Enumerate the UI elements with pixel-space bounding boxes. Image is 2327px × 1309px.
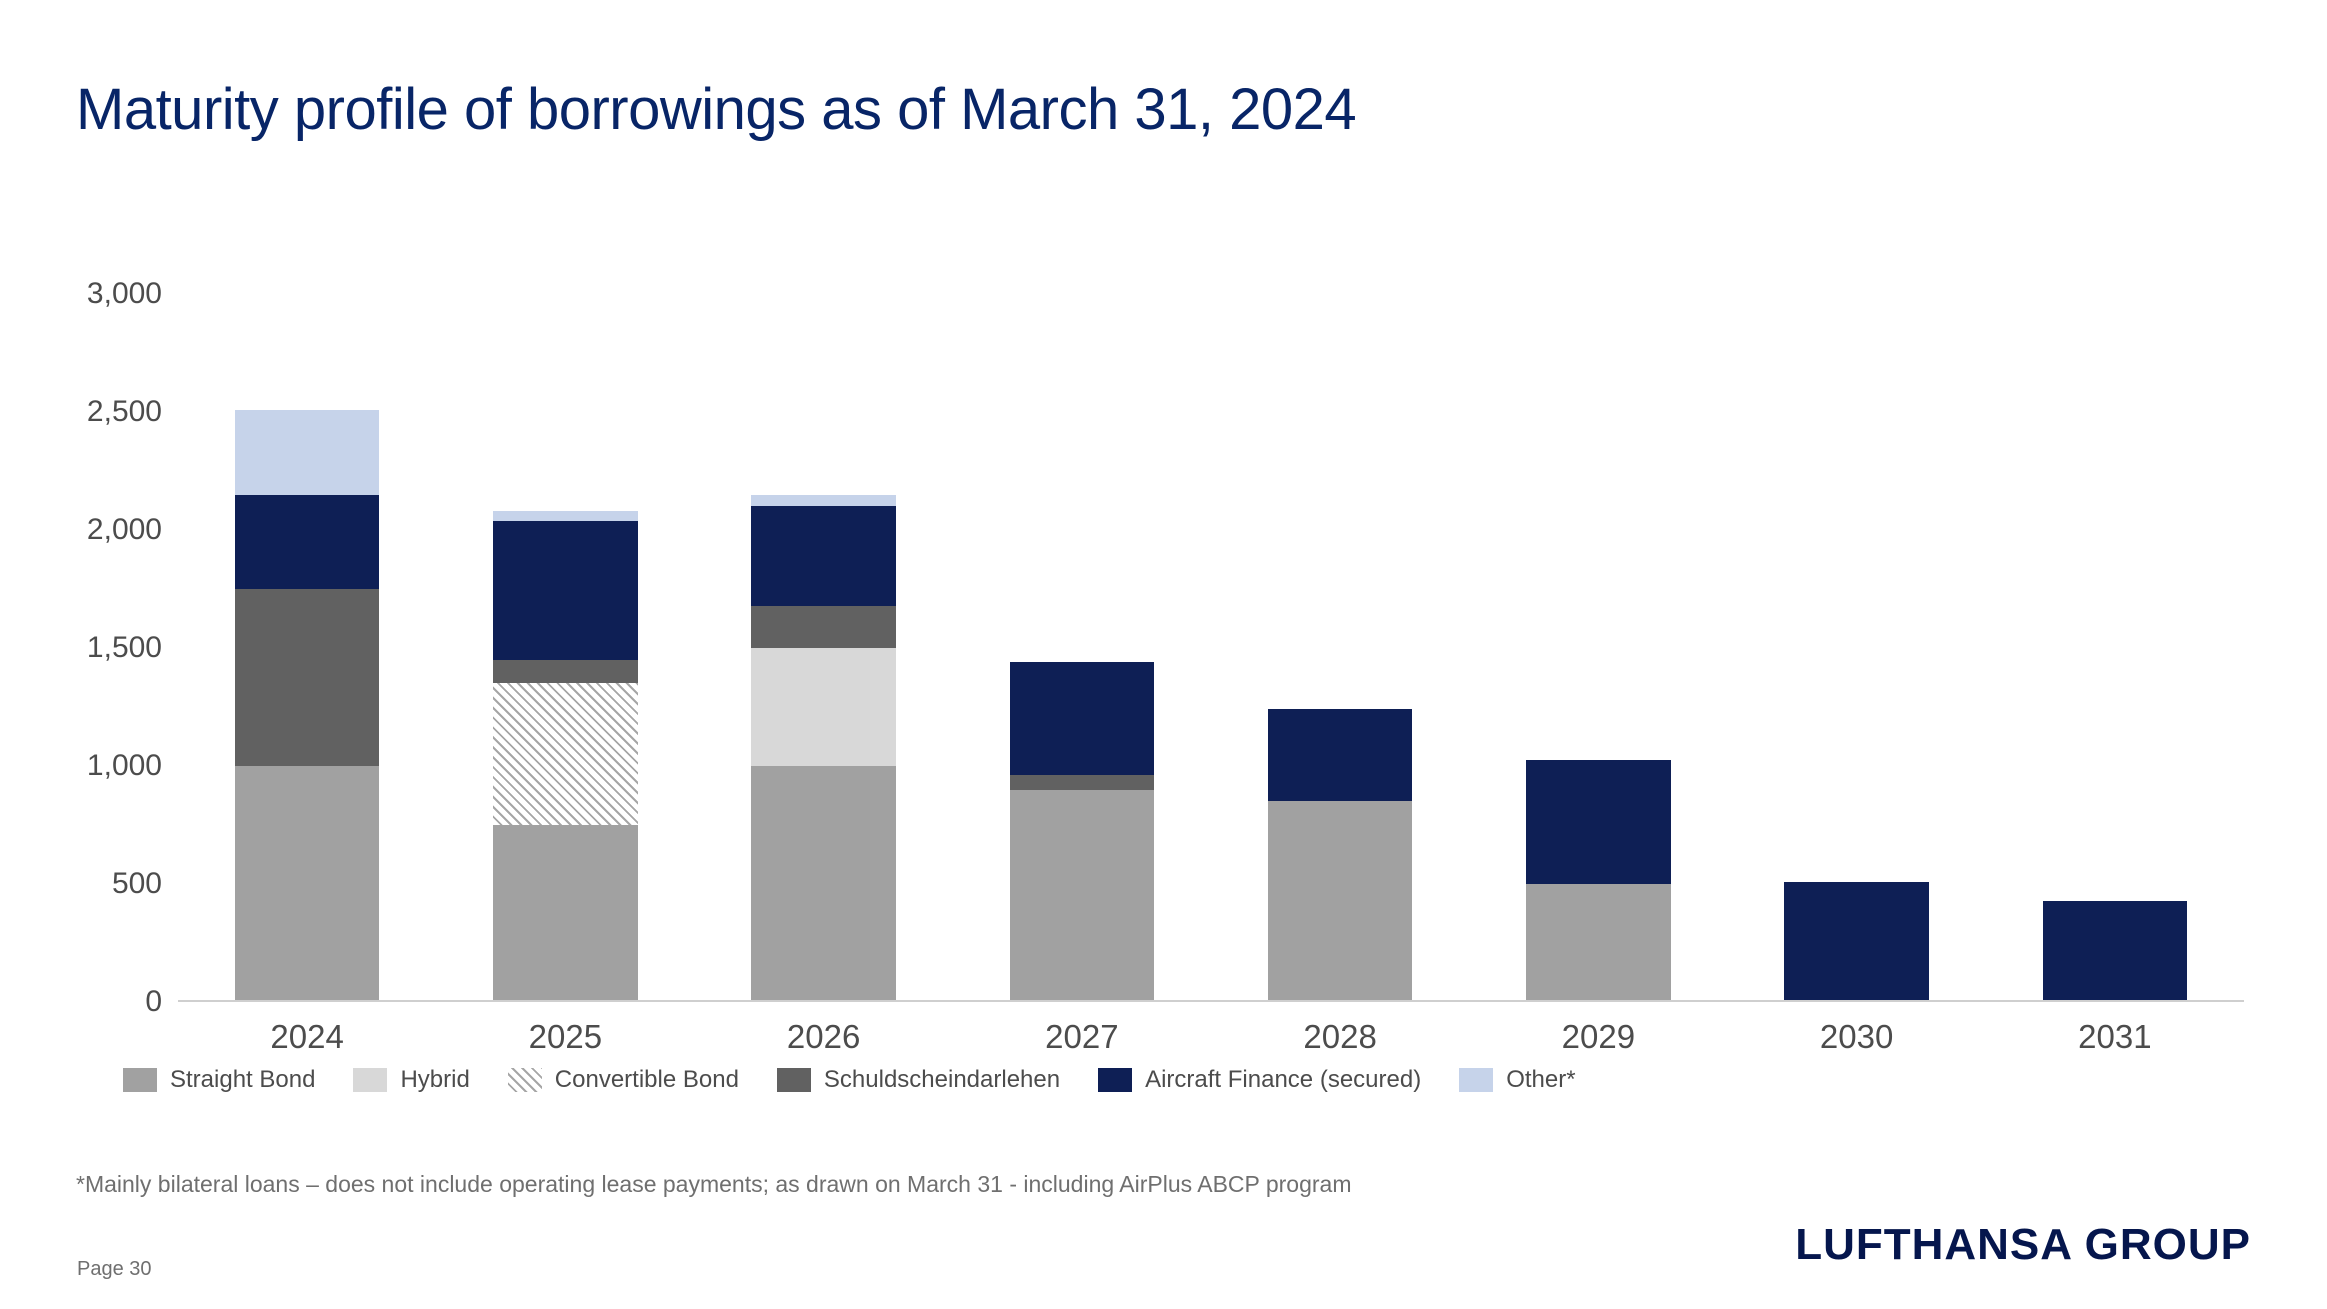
legend-swatch-other [1459, 1068, 1494, 1092]
segment-aircraft-finance-secured [1526, 760, 1671, 884]
legend-item-schuldscheindarlehen: Schuldscheindarlehen [776, 1066, 1061, 1094]
bar-column-2029 [1469, 294, 1727, 1002]
segment-aircraft-finance-secured [493, 520, 638, 660]
x-tick-label: 2027 [1045, 1018, 1119, 1055]
segment-schuldscheindarlehen [234, 589, 380, 766]
segment-other [493, 511, 638, 521]
stacked-bar-2031 [2042, 900, 2188, 1002]
legend-swatch-straight-bond [123, 1068, 157, 1092]
y-tick-label: 500 [111, 867, 162, 900]
footnote: *Mainly bilateral loans – does not inclu… [76, 1171, 1352, 1197]
stacked-bar-2029 [1526, 760, 1671, 1002]
stacked-bar-2028 [1267, 709, 1413, 1002]
bar-column-2026 [695, 294, 953, 1002]
legend: Straight Bond Hybrid Convertible Bond Schul… [123, 1066, 1576, 1094]
segment-straight-bond [1267, 801, 1413, 1002]
bar-column-2028 [1211, 294, 1469, 1002]
segment-other [234, 409, 380, 495]
segment-hybrid [751, 648, 896, 766]
stacked-bar-2024 [234, 409, 380, 1002]
y-tick-label: 2,500 [86, 395, 162, 428]
y-tick-label: 1,500 [86, 631, 162, 664]
x-tick-label: 2025 [528, 1018, 603, 1055]
segment-aircraft-finance-secured [2042, 900, 2188, 1002]
lufthansa-group-logo: LUFTHANSA GROUP [1795, 1220, 2251, 1269]
legend-label: Hybrid [400, 1066, 470, 1093]
bar-column-2031 [1986, 294, 2244, 1002]
bar-column-2030 [1728, 294, 1986, 1002]
segment-aircraft-finance-secured [751, 506, 896, 606]
plot-area [178, 294, 2244, 1002]
legend-item-straight-bond: Straight Bond [123, 1066, 315, 1094]
stacked-bar-2025 [493, 511, 638, 1002]
legend-label: Convertible Bond [554, 1066, 739, 1093]
y-tick-label: 2,000 [86, 513, 162, 546]
page-number: Page 30 [77, 1258, 152, 1280]
segment-straight-bond [1009, 789, 1155, 1002]
x-tick-label: 2024 [270, 1018, 344, 1055]
legend-label: Other* [1506, 1066, 1576, 1093]
legend-swatch-schuldscheindarlehen [776, 1068, 811, 1092]
segment-straight-bond [1526, 884, 1671, 1002]
x-tick-label: 2030 [1819, 1018, 1894, 1055]
segment-schuldscheindarlehen [751, 605, 896, 648]
legend-item-hybrid: Hybrid [353, 1066, 470, 1094]
legend-label: Straight Bond [170, 1066, 316, 1093]
x-tick-label: 2026 [786, 1018, 861, 1055]
legend-label: Aircraft Finance (secured) [1145, 1066, 1422, 1093]
x-axis: 2024 2025 2026 2027 2028 2029 2030 2031 [178, 1018, 2244, 1056]
legend-item-aircraft-finance-secured: Aircraft Finance (secured) [1098, 1066, 1421, 1094]
segment-other [751, 494, 896, 507]
segment-schuldscheindarlehen [493, 659, 638, 684]
segment-straight-bond [751, 766, 896, 1002]
legend-item-other: Other* [1459, 1066, 1576, 1094]
legend-item-convertible-bond: Convertible Bond [507, 1066, 739, 1094]
segment-aircraft-finance-secured [234, 494, 380, 589]
bar-column-2024 [178, 294, 436, 1002]
x-tick-label: 2028 [1303, 1018, 1377, 1055]
bar-column-2025 [436, 294, 694, 1002]
segment-straight-bond [234, 766, 380, 1002]
segment-schuldscheindarlehen [1009, 775, 1155, 790]
x-axis-line [178, 1000, 2244, 1002]
legend-swatch-aircraft-finance-secured [1098, 1068, 1133, 1092]
legend-swatch-hybrid [353, 1068, 388, 1092]
legend-swatch-convertible-bond [507, 1068, 542, 1092]
segment-aircraft-finance-secured [1267, 709, 1413, 802]
page-title: Maturity profile of borrowings as of Mar… [76, 77, 1357, 142]
segment-straight-bond [493, 825, 638, 1002]
x-tick-label: 2031 [2078, 1018, 2152, 1055]
x-tick-label: 2029 [1561, 1018, 1636, 1055]
legend-label: Schuldscheindarlehen [823, 1066, 1061, 1093]
segment-aircraft-finance-secured [1009, 662, 1155, 776]
bar-column-2027 [953, 294, 1211, 1002]
y-tick-label: 3,000 [86, 277, 162, 310]
y-tick-label: 1,000 [86, 749, 162, 782]
stacked-bar-2030 [1784, 881, 1929, 1002]
segment-aircraft-finance-secured [1784, 881, 1929, 1002]
stacked-bar-2027 [1009, 662, 1155, 1002]
stacked-bar-2026 [751, 494, 896, 1002]
y-axis: 0 500 1,000 1,500 2,000 2,500 3,000 [40, 279, 162, 1017]
y-tick-label: 0 [145, 985, 162, 1018]
segment-convertible-bond [493, 683, 638, 825]
